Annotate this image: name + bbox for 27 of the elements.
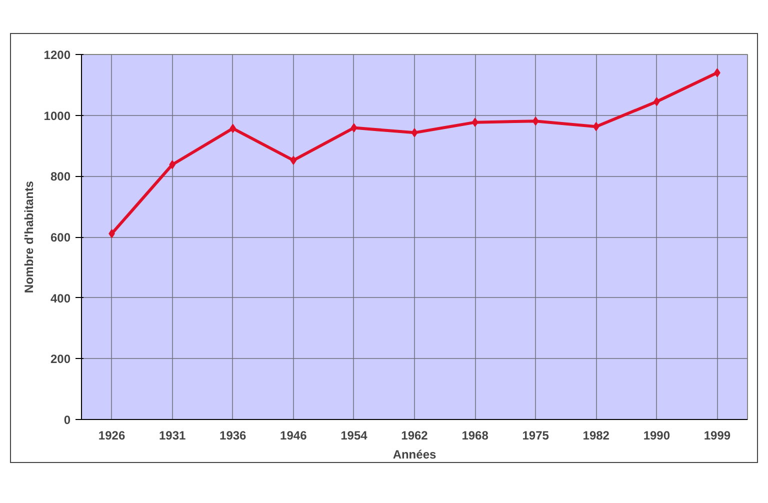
- x-tick-label: 1990: [643, 428, 670, 442]
- y-tick-label: 0: [64, 413, 71, 427]
- x-tick-label: 1962: [401, 428, 428, 442]
- y-tick-label: 200: [50, 352, 71, 366]
- point: [350, 123, 358, 132]
- x-tick-label: 1982: [582, 428, 610, 442]
- x-tick-label: 1968: [462, 428, 489, 442]
- x-tick-label: 1946: [280, 428, 308, 442]
- y-tick-label: 600: [50, 230, 71, 244]
- x-tick-label: 1931: [158, 428, 186, 442]
- point: [290, 156, 297, 165]
- x-tick-label: 1975: [522, 428, 550, 442]
- x-axis-title: Années: [392, 448, 436, 462]
- point: [230, 124, 236, 133]
- x-tick-label: 1999: [704, 428, 731, 442]
- x-tick-label: 1954: [340, 428, 368, 442]
- y-tick-label: 1000: [44, 108, 71, 123]
- x-tick-label: 1936: [220, 428, 247, 442]
- y-tick-label: 800: [50, 170, 71, 184]
- y-axis-title: Nombre d'habitants: [22, 180, 36, 294]
- point: [411, 128, 418, 138]
- y-tick-label: 1200: [44, 48, 71, 62]
- x-tick-label: 1926: [98, 428, 126, 442]
- point: [532, 116, 539, 126]
- point: [592, 122, 600, 132]
- y-tick-label: 400: [50, 291, 71, 306]
- point: [472, 118, 478, 127]
